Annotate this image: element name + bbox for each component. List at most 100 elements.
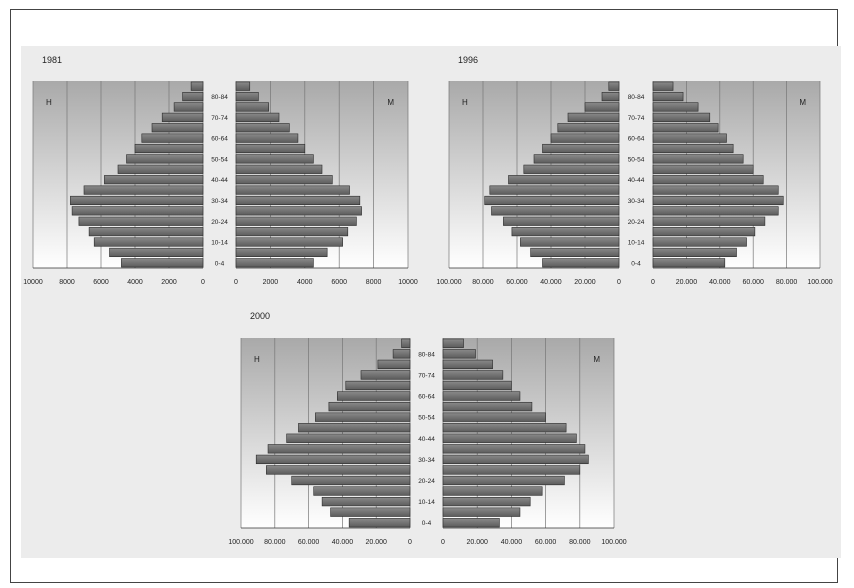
x-tick-label-left: 6000 bbox=[93, 279, 109, 286]
bar-female bbox=[652, 112, 711, 122]
bar-female bbox=[652, 227, 756, 237]
x-tick-label-right: 80.000 bbox=[569, 539, 591, 546]
x-tick-label-right: 8000 bbox=[366, 279, 382, 286]
bar-female bbox=[235, 227, 349, 237]
plot-area-left bbox=[241, 338, 410, 528]
bar-male bbox=[88, 227, 204, 237]
age-label: 40-44 bbox=[211, 177, 228, 184]
bar-male bbox=[491, 206, 620, 216]
chart-title: 2000 bbox=[250, 311, 270, 321]
x-tick-label-right: 20.000 bbox=[466, 539, 488, 546]
bar-male bbox=[337, 391, 411, 401]
bar-female bbox=[652, 247, 737, 257]
bar-female bbox=[235, 154, 314, 164]
bar-male bbox=[520, 237, 620, 247]
age-label: 60-64 bbox=[418, 394, 435, 401]
male-label: H bbox=[462, 98, 468, 107]
x-tick-label-right: 4000 bbox=[297, 279, 313, 286]
bar-male bbox=[83, 185, 204, 195]
bar-female bbox=[652, 102, 699, 112]
x-tick-label-right: 100.000 bbox=[807, 279, 832, 286]
x-tick-label-right: 0 bbox=[441, 539, 445, 546]
bar-male bbox=[291, 475, 411, 486]
age-label: 10-14 bbox=[418, 499, 435, 506]
age-label: 60-64 bbox=[628, 136, 645, 143]
bar-female bbox=[442, 444, 586, 454]
bar-male bbox=[134, 143, 204, 154]
age-label: 80-84 bbox=[211, 94, 228, 101]
bar-female bbox=[652, 258, 726, 268]
age-label: 70-74 bbox=[211, 115, 228, 122]
age-label: 0-4 bbox=[631, 260, 641, 267]
x-tick-label-right: 40.000 bbox=[501, 539, 523, 546]
bar-female bbox=[652, 175, 764, 185]
bar-male bbox=[542, 258, 620, 268]
bar-female bbox=[442, 338, 464, 348]
bar-male bbox=[360, 370, 411, 380]
bar-female bbox=[442, 433, 577, 443]
bar-female bbox=[652, 143, 734, 154]
bar-male bbox=[530, 247, 620, 257]
x-tick-label-right: 0 bbox=[234, 279, 238, 286]
plot-area-left bbox=[33, 81, 203, 268]
bar-female bbox=[442, 391, 521, 401]
bar-male bbox=[567, 112, 620, 122]
bar-female bbox=[652, 185, 779, 195]
age-label: 80-84 bbox=[628, 94, 645, 101]
bar-male bbox=[584, 102, 620, 112]
age-label: 20-24 bbox=[418, 478, 435, 485]
x-tick-label-left: 8000 bbox=[59, 279, 75, 286]
bar-male bbox=[141, 133, 204, 143]
bar-male bbox=[601, 92, 620, 102]
age-label: 30-34 bbox=[211, 198, 228, 205]
bar-male bbox=[117, 164, 204, 174]
x-tick-label-right: 60.000 bbox=[742, 279, 764, 286]
x-tick-label-right: 2000 bbox=[263, 279, 279, 286]
bar-male bbox=[503, 216, 620, 226]
bar-female bbox=[235, 195, 361, 206]
x-tick-label-right: 80.000 bbox=[776, 279, 798, 286]
age-label: 0-4 bbox=[422, 520, 432, 527]
x-tick-label-left: 4000 bbox=[127, 279, 143, 286]
pyramid-chart-2000: 0-4 10-14 20-24 30-34 40-44 50-54 60-64 70-74 80… bbox=[228, 311, 626, 546]
x-tick-label-left: 100.000 bbox=[436, 279, 461, 286]
age-label: 10-14 bbox=[628, 240, 645, 247]
bar-male bbox=[392, 349, 411, 359]
chart-title: 1996 bbox=[458, 55, 478, 65]
x-tick-label-left: 80.000 bbox=[264, 539, 286, 546]
bar-female bbox=[442, 359, 493, 370]
x-tick-label-left: 80.000 bbox=[472, 279, 494, 286]
x-tick-label-left: 10000 bbox=[23, 279, 43, 286]
x-tick-label-right: 40.000 bbox=[709, 279, 731, 286]
bar-female bbox=[652, 81, 674, 91]
bar-male bbox=[190, 81, 204, 91]
bar-female bbox=[652, 92, 684, 102]
x-tick-label-right: 60.000 bbox=[535, 539, 557, 546]
bar-female bbox=[235, 81, 251, 91]
bar-female bbox=[235, 102, 269, 112]
bar-female bbox=[235, 258, 314, 268]
bar-female bbox=[652, 154, 744, 164]
x-tick-label-right: 6000 bbox=[331, 279, 347, 286]
bar-male bbox=[161, 112, 204, 122]
bar-female bbox=[442, 370, 504, 380]
bar-male bbox=[315, 412, 411, 422]
bar-male bbox=[608, 81, 620, 91]
bar-female bbox=[652, 216, 766, 226]
age-label: 60-64 bbox=[211, 136, 228, 143]
bar-female bbox=[235, 112, 280, 122]
age-label: 20-24 bbox=[628, 219, 645, 226]
plot-area-right bbox=[443, 338, 614, 528]
age-label: 40-44 bbox=[418, 436, 435, 443]
plot-area-left bbox=[449, 81, 619, 268]
x-tick-label-left: 40.000 bbox=[540, 279, 562, 286]
bar-male bbox=[121, 258, 204, 268]
age-label: 50-54 bbox=[628, 156, 645, 163]
bar-female bbox=[442, 423, 567, 433]
x-tick-label-right: 20.000 bbox=[676, 279, 698, 286]
bar-male bbox=[173, 102, 204, 112]
bar-male bbox=[70, 195, 204, 206]
bar-male bbox=[126, 154, 204, 164]
bar-male bbox=[71, 206, 204, 216]
